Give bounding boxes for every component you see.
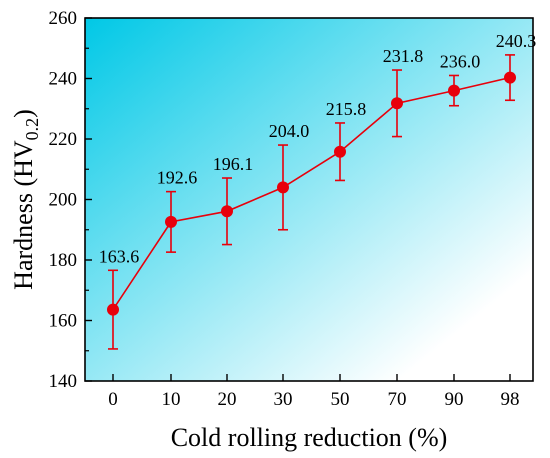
data-label-5: 231.8 bbox=[383, 46, 424, 66]
data-point-1 bbox=[165, 215, 177, 228]
x-tick-label-4: 50 bbox=[331, 389, 350, 410]
data-label-2: 196.1 bbox=[213, 154, 254, 174]
y-axis-title-main: Hardness (HV bbox=[9, 140, 38, 290]
x-tick-label-5: 70 bbox=[388, 389, 407, 410]
data-point-0 bbox=[107, 303, 119, 316]
y-tick-label-2: 180 bbox=[49, 250, 78, 271]
y-tick-label-5: 240 bbox=[49, 69, 78, 90]
x-tick-label-2: 20 bbox=[218, 389, 237, 410]
y-tick-label-6: 260 bbox=[49, 8, 78, 29]
y-tick-label-4: 220 bbox=[49, 129, 78, 150]
data-point-6 bbox=[448, 84, 460, 97]
data-label-7: 240.3 bbox=[496, 31, 537, 51]
data-point-7 bbox=[504, 71, 516, 84]
data-label-3: 204.0 bbox=[269, 121, 310, 141]
data-point-3 bbox=[277, 181, 289, 194]
chart-marks: 163.6 192.6 196.1 204.0 215.8 231.8 236.0 240.3 bbox=[99, 31, 537, 350]
x-tick-label-0: 0 bbox=[108, 389, 118, 410]
data-point-2 bbox=[221, 205, 233, 218]
y-axis-title-subscript: 0.2 bbox=[22, 118, 42, 141]
y-axis-title: Hardness (HV0.2) bbox=[9, 109, 42, 290]
plot-background bbox=[85, 18, 533, 381]
x-tick-label-3: 30 bbox=[274, 389, 293, 410]
data-point-4 bbox=[334, 145, 346, 158]
x-tick-label-6: 90 bbox=[445, 389, 464, 410]
y-tick-label-1: 160 bbox=[49, 311, 78, 332]
x-tick-label-1: 10 bbox=[162, 389, 181, 410]
data-label-4: 215.8 bbox=[326, 99, 367, 119]
data-label-6: 236.0 bbox=[440, 51, 481, 71]
series-line-0 bbox=[112, 76, 511, 311]
data-point-5 bbox=[391, 97, 403, 110]
x-axis-title: Cold rolling reduction (%) bbox=[171, 423, 448, 452]
chart-axes: 140 160 180 200 220 240 260 0 10 20 30 50 70 90 98 bbox=[49, 8, 520, 410]
x-tick-label-7: 98 bbox=[501, 389, 520, 410]
y-tick-label-0: 140 bbox=[49, 371, 78, 392]
data-label-1: 192.6 bbox=[157, 168, 198, 188]
y-tick-label-3: 200 bbox=[49, 190, 78, 211]
y-axis-title-close: ) bbox=[9, 109, 38, 118]
data-label-0: 163.6 bbox=[99, 246, 140, 266]
